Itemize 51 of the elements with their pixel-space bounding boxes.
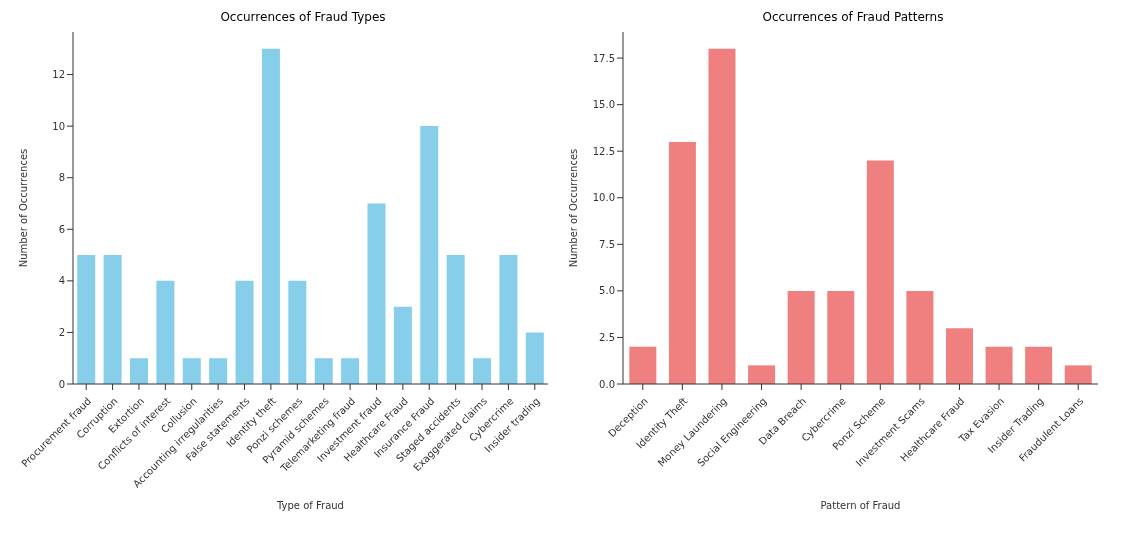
bar [906, 290, 934, 384]
y-axis-title: Number of Occurrences [17, 148, 29, 268]
y-tick-label: 0.0 [599, 378, 615, 390]
bar [367, 203, 386, 384]
bar [393, 306, 412, 384]
bar [209, 358, 228, 384]
x-axis-title: Type of Fraud [276, 500, 344, 511]
x-axis-title: Pattern of Fraud [820, 500, 901, 511]
bar [288, 280, 307, 384]
y-tick-label: 0 [58, 378, 65, 390]
bar [866, 160, 894, 384]
y-tick-label: 17.5 [592, 52, 615, 64]
bar [946, 328, 973, 384]
y-tick-label: 15.0 [592, 99, 615, 111]
bar [261, 48, 280, 384]
bar [182, 358, 201, 384]
bar [787, 290, 815, 384]
bar [1064, 365, 1092, 384]
bar [420, 126, 439, 384]
chart-title: Occurrences of Fraud Patterns [761, 10, 945, 24]
y-tick-label: 12.5 [592, 145, 615, 157]
y-tick-label: 10 [52, 120, 65, 132]
bar [499, 255, 518, 384]
y-tick-label: 12 [52, 69, 65, 81]
bar [77, 255, 96, 384]
bar [668, 141, 696, 384]
bar [235, 280, 254, 384]
y-tick-label: 5.0 [599, 285, 615, 297]
bar [103, 255, 122, 384]
y-tick-label: 10.0 [592, 192, 615, 204]
bar [130, 358, 148, 384]
bar [314, 358, 333, 384]
bar [446, 255, 465, 384]
bar [827, 290, 855, 384]
bar [985, 346, 1013, 384]
y-tick-label: 8 [58, 172, 65, 184]
bar [1025, 346, 1053, 384]
y-tick-label: 6 [58, 223, 65, 235]
y-axis-title: Number of Occurrences [567, 148, 579, 268]
y-tick-label: 2.5 [599, 331, 615, 343]
y-tick-label: 2 [58, 326, 65, 338]
bar [341, 358, 360, 384]
bar [473, 358, 492, 384]
bar [708, 48, 736, 384]
y-tick-label: 7.5 [599, 238, 615, 250]
chart-title: Occurrences of Fraud Types [219, 10, 387, 24]
y-tick-label: 4 [58, 275, 65, 287]
bar [525, 332, 544, 384]
bar [629, 346, 657, 384]
bar [748, 365, 776, 384]
bar [156, 280, 175, 384]
